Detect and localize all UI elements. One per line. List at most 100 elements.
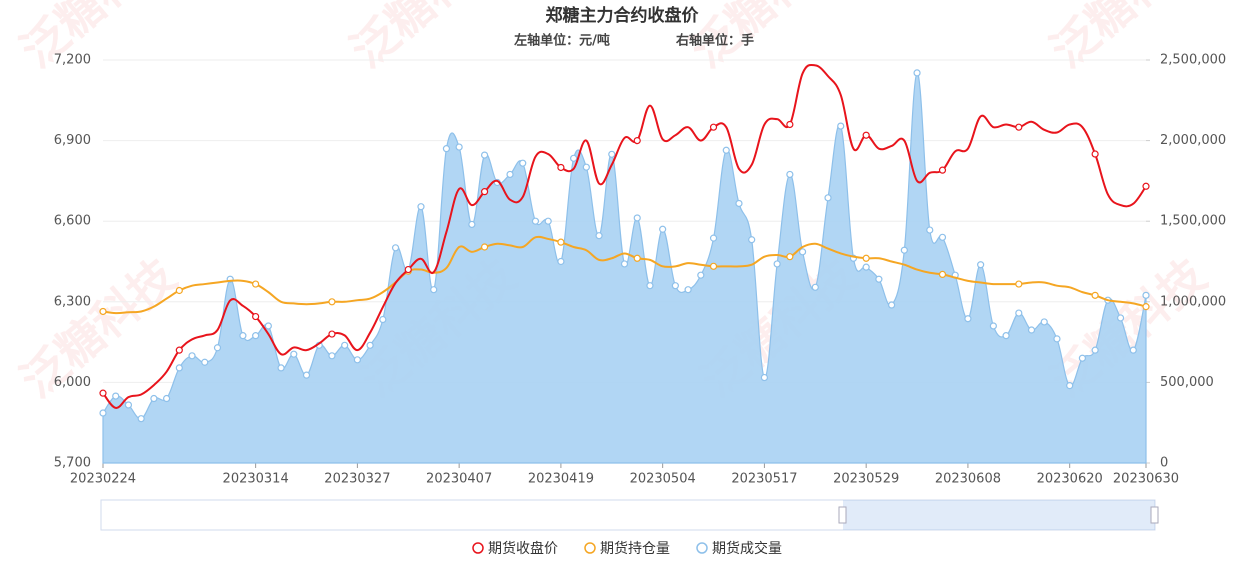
point xyxy=(162,394,171,403)
point xyxy=(328,298,336,306)
point xyxy=(480,188,489,196)
point xyxy=(1015,280,1023,288)
point xyxy=(1116,314,1125,322)
point xyxy=(430,286,438,294)
point xyxy=(938,270,947,278)
legend-label: 期货收盘价 xyxy=(488,540,558,557)
point xyxy=(1142,303,1150,311)
x-tick-label: 20230224 xyxy=(70,472,136,487)
y2-tick-label: 1,500,000 xyxy=(1160,214,1226,229)
point xyxy=(1040,318,1048,326)
point xyxy=(989,322,997,330)
point xyxy=(697,271,705,279)
line xyxy=(102,63,1147,409)
plot-area: 5,700 6,000 6,300 6,600 6,900 7,200 0 500,000 1,… xyxy=(54,53,1226,487)
x-tick-label: 20230327 xyxy=(324,472,390,487)
point xyxy=(938,166,947,174)
y-tick-label: 6,300 xyxy=(54,294,91,309)
point xyxy=(455,143,463,151)
point xyxy=(557,257,565,266)
point xyxy=(786,120,794,129)
subtitle: 左轴单位：元/吨 xyxy=(514,33,610,49)
y-tick-label: 6,900 xyxy=(54,133,91,148)
point xyxy=(671,282,679,290)
point xyxy=(798,248,807,256)
legend-label: 期货持仓量 xyxy=(600,540,670,557)
point xyxy=(480,243,489,251)
point xyxy=(608,150,616,158)
chart-title: 郑糖主力合约收盘价 xyxy=(546,5,700,26)
point xyxy=(684,286,692,294)
watermark: 泛糖科技 xyxy=(340,0,516,78)
point xyxy=(773,260,781,268)
point xyxy=(709,123,718,131)
point xyxy=(124,401,133,409)
point xyxy=(964,315,972,323)
y2-tick-label: 2,000,000 xyxy=(1160,133,1226,148)
legend-marker xyxy=(584,542,596,554)
zoom-handle[interactable] xyxy=(1150,506,1159,524)
point xyxy=(633,137,641,145)
legend: 期货收盘价 期货持仓量 期货成交量 xyxy=(472,540,782,557)
point xyxy=(252,332,260,340)
point xyxy=(875,275,883,283)
point xyxy=(1066,382,1074,390)
point xyxy=(188,352,196,360)
point xyxy=(722,146,730,154)
point xyxy=(570,154,578,162)
y-tick-label: 6,000 xyxy=(54,375,91,390)
point xyxy=(99,307,107,316)
zoom-handle[interactable] xyxy=(838,506,847,524)
legend-item[interactable]: 期货收盘价 xyxy=(472,540,558,557)
point xyxy=(709,262,718,270)
point xyxy=(290,350,298,358)
y2-tick-label: 500,000 xyxy=(1160,375,1214,390)
watermark: 泛糖科技 xyxy=(10,0,186,78)
point xyxy=(175,286,183,295)
x-tick-label: 20230608 xyxy=(935,472,1001,487)
point xyxy=(531,217,540,225)
point xyxy=(977,261,985,269)
point xyxy=(391,244,400,252)
point xyxy=(633,214,641,222)
point xyxy=(366,341,374,349)
point xyxy=(913,69,921,77)
y-tick-label: 6,600 xyxy=(54,214,91,229)
line xyxy=(102,235,1147,315)
point xyxy=(404,265,412,274)
point xyxy=(1142,182,1150,190)
point xyxy=(1091,291,1099,299)
data-zoom-window[interactable] xyxy=(843,500,1155,530)
point xyxy=(1015,123,1023,131)
subtitle: 右轴单位：手 xyxy=(675,33,754,49)
point xyxy=(862,263,870,271)
x-tick-label: 20230314 xyxy=(223,472,289,487)
point xyxy=(277,364,285,372)
watermark: 泛糖科技 xyxy=(10,248,186,408)
x-tick-label: 20230504 xyxy=(630,472,696,487)
point xyxy=(328,330,336,338)
point xyxy=(137,415,145,423)
point xyxy=(112,392,120,400)
volume-area xyxy=(102,72,1147,464)
legend-item[interactable]: 期货持仓量 xyxy=(584,540,670,557)
point xyxy=(633,254,641,262)
legend-marker xyxy=(696,542,708,554)
point xyxy=(582,163,590,171)
x-tick-label: 20230529 xyxy=(833,472,899,487)
y-tick-label: 7,200 xyxy=(54,53,91,68)
y-tick-label: 5,700 xyxy=(54,456,91,471)
point xyxy=(659,225,667,233)
point xyxy=(252,280,260,288)
x-tick-label: 20230419 xyxy=(528,472,594,487)
point xyxy=(888,301,896,309)
point xyxy=(735,199,743,208)
point xyxy=(1015,309,1023,317)
point xyxy=(201,358,209,366)
point xyxy=(99,409,107,417)
y2-tick-label: 2,500,000 xyxy=(1160,53,1226,68)
point xyxy=(862,254,870,262)
legend-item[interactable]: 期货成交量 xyxy=(696,540,782,557)
point xyxy=(1027,326,1036,334)
